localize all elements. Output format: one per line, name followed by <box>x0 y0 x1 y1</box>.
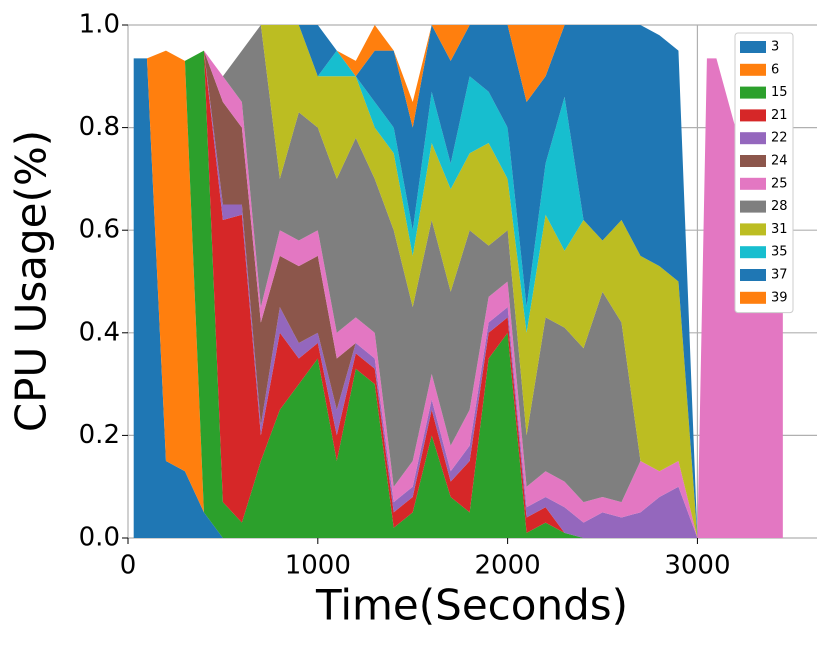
legend-swatch <box>740 132 766 145</box>
x-tick-label: 0 <box>120 551 137 581</box>
legend: 3 6 15 21 22 24 25 28 31 35 37 39 <box>734 32 794 314</box>
y-tick-label: 0.2 <box>79 420 120 450</box>
legend-label: 6 <box>771 62 779 77</box>
area <box>133 50 783 539</box>
y-tick-label: 0.6 <box>79 215 120 245</box>
legend-label: 24 <box>771 154 788 169</box>
y-tick-label: 0.0 <box>79 523 120 553</box>
legend-swatch <box>740 109 766 122</box>
axes: 0.0 0.2 0.4 0.6 0.8 1.0 0 1000 2000 3000 <box>79 10 731 581</box>
y-tick-label: 0.8 <box>79 112 120 142</box>
legend-label: 37 <box>771 268 788 283</box>
legend-label: 39 <box>771 290 788 305</box>
legend-label: 35 <box>771 245 788 260</box>
legend-box <box>734 32 794 314</box>
legend-label: 3 <box>771 40 779 55</box>
legend-swatch <box>740 200 766 213</box>
legend-swatch <box>740 223 766 236</box>
area <box>133 50 783 539</box>
legend-swatch <box>740 41 766 53</box>
area <box>133 50 783 539</box>
area <box>133 25 783 538</box>
area <box>133 25 783 538</box>
y-tick-label: 1.0 <box>79 10 120 40</box>
legend-swatch <box>740 269 766 281</box>
legend-label: 28 <box>771 199 788 214</box>
legend-swatch <box>740 177 766 190</box>
legend-label: 22 <box>771 131 788 146</box>
x-axis-label: Time(Seconds) <box>315 581 628 630</box>
legend-swatch <box>740 86 766 99</box>
legend-swatch <box>740 291 766 304</box>
legend-swatch <box>740 155 766 167</box>
legend-swatch <box>740 63 766 76</box>
legend-swatch <box>740 246 766 259</box>
area <box>133 25 783 538</box>
legend-label: 21 <box>771 108 788 123</box>
x-tick-label: 2000 <box>475 551 541 581</box>
areas <box>133 25 783 539</box>
x-tick-label: 3000 <box>664 551 730 581</box>
x-tick-label: 1000 <box>285 551 351 581</box>
y-axis-label: CPU Usage(%) <box>7 130 56 432</box>
legend-label: 31 <box>771 222 788 237</box>
legend-label: 25 <box>771 176 788 191</box>
legend-label: 15 <box>771 85 788 100</box>
y-tick-label: 0.4 <box>79 317 120 347</box>
